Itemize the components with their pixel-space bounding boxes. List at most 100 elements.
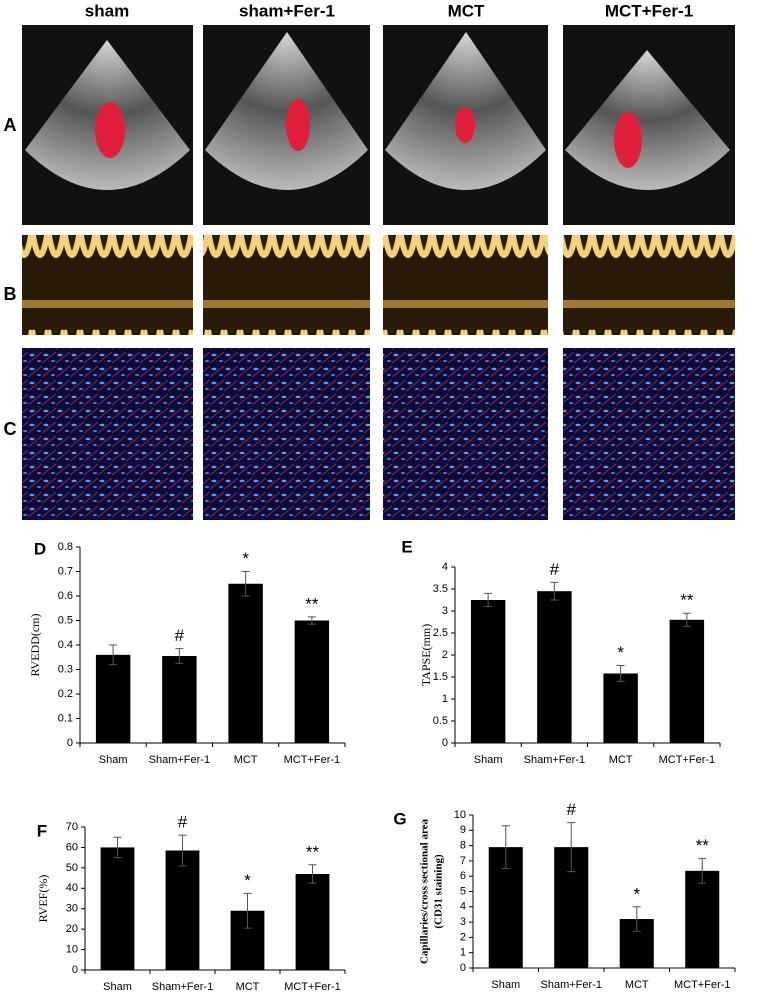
y-axis-label: RVEF(%) [36, 875, 50, 923]
bar [470, 600, 506, 743]
y-tick-label: 0.4 [58, 639, 73, 651]
stain-image [383, 348, 548, 520]
x-tick-label: MCT [236, 981, 260, 991]
y-tick-label: 1 [442, 693, 448, 705]
bar [603, 673, 638, 743]
significance-marker: # [550, 560, 560, 579]
mmode-image [563, 235, 735, 335]
x-tick-label: MCT+Fer-1 [284, 754, 341, 766]
x-tick-label: MCT+Fer-1 [674, 979, 731, 991]
bar [100, 847, 135, 970]
y-tick-label: 2.5 [433, 627, 448, 639]
row-label: B [4, 284, 17, 304]
y-tick-label: 0.2 [58, 688, 73, 700]
error-bar [632, 906, 641, 932]
image-panels [22, 25, 735, 520]
significance-marker: * [244, 871, 251, 890]
x-tick-label: Sham+Fer-1 [524, 754, 585, 766]
error-bar [501, 825, 510, 870]
y-axis-label: (CD31 staining) [433, 854, 445, 929]
stain-image [22, 348, 193, 520]
panel-label: D [34, 539, 46, 558]
echo-fan [205, 32, 368, 190]
column-label: MCT+Fer-1 [605, 1, 693, 20]
error-bar [308, 864, 317, 884]
mmode-image [383, 235, 548, 335]
y-tick-label: 0 [72, 964, 78, 976]
bar [294, 620, 330, 743]
y-tick-label: 0.7 [58, 565, 73, 577]
bar [165, 850, 200, 970]
error-bar [307, 616, 316, 625]
y-tick-label: 0.6 [58, 590, 73, 602]
y-tick-label: 2 [460, 931, 466, 943]
doppler [286, 99, 310, 151]
y-tick-label: 10 [454, 809, 466, 821]
echo-fan [565, 50, 730, 190]
x-tick-label: MCT+Fer-1 [284, 981, 341, 991]
y-tick-label: 10 [66, 943, 78, 955]
y-tick-label: 6 [460, 870, 466, 882]
error-bar [484, 592, 493, 608]
y-tick-label: 7 [460, 855, 466, 867]
column-label: sham [85, 1, 129, 20]
bar [228, 583, 263, 743]
significance-marker: * [242, 549, 249, 568]
significance-marker: ** [696, 836, 710, 855]
x-tick-label: Sham+Fer-1 [541, 979, 602, 991]
y-tick-label: 8 [460, 840, 466, 852]
bar [669, 619, 705, 743]
x-tick-label: MCT+Fer-1 [659, 754, 716, 766]
significance-marker: * [617, 643, 624, 662]
mmode-image [22, 235, 193, 335]
y-tick-label: 3.5 [433, 583, 448, 595]
y-tick-label: 1 [460, 947, 466, 959]
y-tick-label: 0.3 [58, 663, 73, 675]
x-tick-label: Sham+Fer-1 [152, 981, 213, 991]
x-tick-label: MCT [234, 754, 258, 766]
y-tick-label: 5 [460, 885, 466, 897]
x-tick-label: MCT [625, 979, 649, 991]
y-tick-label: 0.1 [58, 712, 73, 724]
y-tick-label: 4 [442, 561, 448, 573]
bar [162, 656, 197, 743]
y-tick-label: 9 [460, 824, 466, 836]
doppler [95, 102, 125, 158]
x-tick-label: Sham [99, 754, 128, 766]
row-label: C [4, 419, 17, 439]
significance-marker: # [175, 626, 185, 645]
error-bar [616, 665, 625, 682]
stain-image [203, 348, 370, 520]
row-label: A [4, 115, 17, 135]
doppler [455, 107, 475, 143]
y-tick-label: 2 [442, 649, 448, 661]
y-tick-label: 0 [460, 962, 466, 974]
y-tick-label: 50 [66, 862, 78, 874]
y-tick-label: 0 [67, 737, 73, 749]
stain-image [563, 348, 735, 520]
mmode-image [203, 235, 370, 335]
y-tick-label: 4 [460, 901, 466, 913]
y-tick-label: 0.5 [433, 715, 448, 727]
y-tick-label: 3 [460, 916, 466, 928]
x-tick-label: Sham [474, 754, 503, 766]
x-tick-label: Sham [103, 981, 132, 991]
significance-marker: ** [305, 594, 319, 613]
panel-label: G [393, 809, 406, 828]
error-bar [567, 822, 576, 873]
y-tick-label: 70 [66, 821, 78, 833]
error-bar [175, 648, 184, 664]
y-tick-label: 20 [66, 923, 78, 935]
y-tick-label: 0.8 [58, 541, 73, 553]
error-bar [698, 858, 707, 884]
significance-marker: * [633, 884, 640, 903]
y-tick-label: 3 [442, 605, 448, 617]
y-tick-label: 0.5 [58, 614, 73, 626]
error-bar [243, 892, 252, 929]
x-tick-label: MCT [609, 754, 633, 766]
significance-marker: ** [680, 591, 694, 610]
doppler [614, 112, 642, 168]
error-bar [178, 834, 187, 867]
error-bar [109, 644, 118, 666]
